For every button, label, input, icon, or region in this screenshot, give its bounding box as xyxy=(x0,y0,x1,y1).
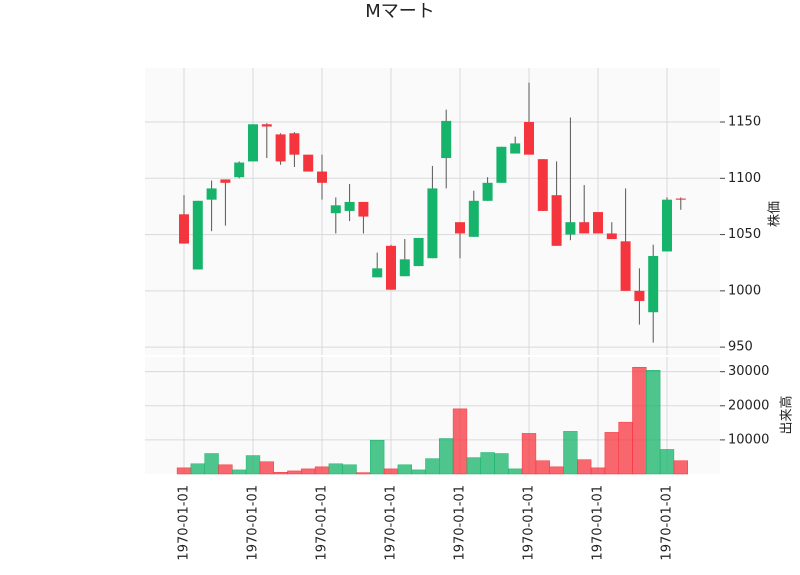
volume-tick-label: 10000 xyxy=(728,432,769,447)
volume-bar xyxy=(342,464,357,475)
volume-bar xyxy=(659,449,675,475)
volume-bar xyxy=(176,467,192,475)
x-tick-label: 1970-01-01 xyxy=(660,485,675,561)
volume-bar xyxy=(245,455,261,475)
candle-body xyxy=(289,133,300,155)
chart-title: Mマート xyxy=(365,1,435,22)
candle-body xyxy=(386,245,396,290)
candle-body xyxy=(441,120,452,159)
volume-bar xyxy=(259,461,274,475)
candle-body xyxy=(606,233,617,240)
y-tick-label: 950 xyxy=(728,340,753,355)
volume-bar xyxy=(425,458,440,475)
volume-bar xyxy=(411,469,426,475)
candle-body xyxy=(427,188,438,259)
candle-body xyxy=(234,162,245,178)
candle-body xyxy=(399,259,410,277)
volume-bar xyxy=(204,453,219,475)
volume-bar xyxy=(190,463,205,475)
candle-body xyxy=(496,146,507,183)
y-tick-label: 1100 xyxy=(728,171,761,186)
x-tick-label: 1970-01-01 xyxy=(522,485,537,561)
volume-bar xyxy=(356,472,371,475)
candle-body xyxy=(261,124,272,127)
candle-body xyxy=(565,222,576,235)
candle-body xyxy=(510,143,521,154)
volume-bar xyxy=(521,433,537,475)
candle-body xyxy=(303,154,314,172)
volume-bar xyxy=(383,468,399,475)
candle-body xyxy=(551,195,562,246)
candle-body xyxy=(358,201,369,217)
volume-bar xyxy=(590,467,606,475)
volume-bar xyxy=(563,431,578,475)
volume-tick-label: 20000 xyxy=(728,398,769,413)
candle-body xyxy=(482,182,493,201)
x-tick-label: 1970-01-01 xyxy=(384,485,399,561)
volume-tick-label: 30000 xyxy=(728,364,769,379)
volume-bar xyxy=(301,468,316,475)
volume-bar xyxy=(439,438,454,475)
candle-body xyxy=(662,199,672,252)
candle-body xyxy=(620,241,631,291)
candle-body xyxy=(344,201,355,211)
y-tick-label: 1000 xyxy=(728,283,761,298)
volume-bar xyxy=(397,464,412,475)
y-tick-label: 1150 xyxy=(728,115,761,130)
volume-bar xyxy=(370,439,385,475)
candle-body xyxy=(675,198,686,200)
volume-bar xyxy=(273,472,288,475)
x-tick-label: 1970-01-01 xyxy=(591,485,606,561)
candle-body xyxy=(179,214,189,244)
volume-bar xyxy=(287,470,302,475)
y-tick-label: 1050 xyxy=(728,227,761,242)
volume-bar xyxy=(646,370,661,475)
y-axis-label: 株価 xyxy=(768,201,783,227)
volume-bar xyxy=(452,408,468,475)
volume-bar xyxy=(466,457,481,475)
candle-body xyxy=(330,205,341,214)
x-tick-label: 1970-01-01 xyxy=(315,485,330,561)
x-tick-label: 1970-01-01 xyxy=(177,485,192,561)
volume-bar xyxy=(604,432,619,475)
candle-body xyxy=(455,222,465,234)
candle-body xyxy=(413,237,424,267)
volume-bar xyxy=(549,466,564,475)
volume-bar xyxy=(673,460,688,475)
candle-body xyxy=(579,222,590,234)
volume-bar xyxy=(618,421,633,475)
candle-body xyxy=(192,200,203,270)
volume-bar xyxy=(494,453,509,475)
volume-bar xyxy=(218,464,233,475)
volume-bar xyxy=(314,466,330,475)
candle-body xyxy=(593,212,603,234)
volume-bar xyxy=(535,460,550,475)
volume-bar xyxy=(328,463,343,475)
candle-body xyxy=(524,122,534,155)
volume-axis-label: 出来高 xyxy=(779,395,795,434)
volume-bar xyxy=(508,468,523,475)
volume-bar xyxy=(232,469,247,475)
x-tick-label: 1970-01-01 xyxy=(453,485,468,561)
candle-body xyxy=(248,124,258,162)
candle-body xyxy=(206,188,217,200)
candle-body xyxy=(648,255,659,313)
x-tick-label: 1970-01-01 xyxy=(246,485,261,561)
candle-body xyxy=(537,159,548,211)
volume-bar xyxy=(480,452,495,475)
candle-body xyxy=(468,200,479,237)
candle-body xyxy=(372,268,383,278)
candle-body xyxy=(634,290,645,301)
volume-bar xyxy=(577,459,592,475)
candle-body xyxy=(317,171,327,183)
volume-bar xyxy=(632,366,647,475)
candle-body xyxy=(275,134,286,162)
candle-body xyxy=(220,179,231,183)
